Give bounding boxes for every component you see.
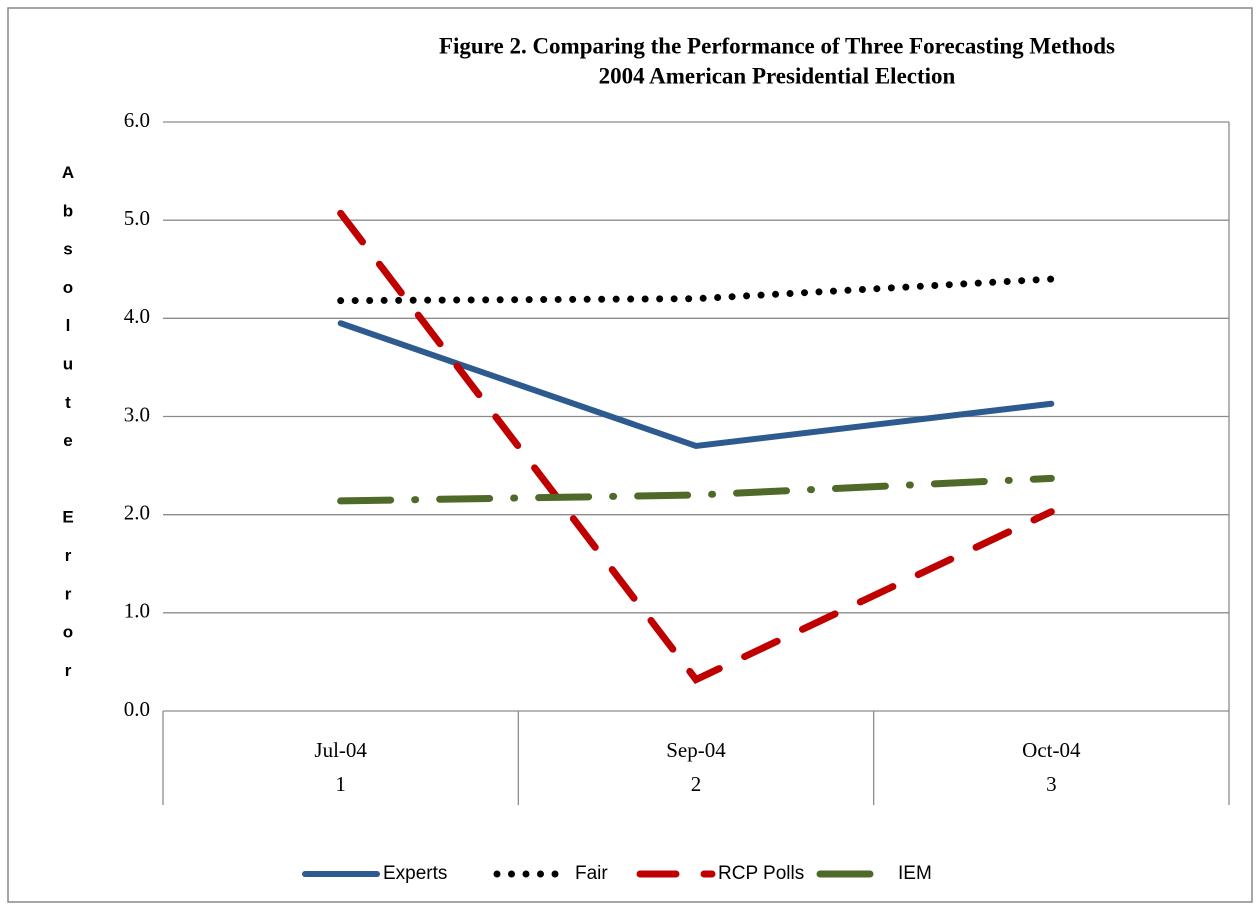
chart-subtitle: 2004 American Presidential Election	[599, 63, 956, 88]
chart-border	[7, 7, 1253, 903]
legend-label: Experts	[383, 863, 447, 884]
series-line	[337, 275, 1055, 305]
legend-label: IEM	[898, 863, 932, 884]
y-tick-label: 5.0	[124, 206, 150, 230]
series-line	[337, 474, 1055, 505]
legend-label: RCP Polls	[718, 863, 804, 884]
y-tick-label: 1.0	[124, 599, 150, 623]
x-tick-label: Jul-04	[314, 738, 367, 762]
y-tick-label: 4.0	[124, 304, 150, 328]
y-tick-label: 6.0	[124, 108, 150, 132]
chart-title: Figure 2. Comparing the Performance of T…	[439, 33, 1115, 58]
x-tick-number: 3	[1046, 772, 1057, 796]
legend-label: Fair	[575, 863, 608, 884]
y-tick-label: 2.0	[124, 500, 150, 524]
y-tick-label: 3.0	[124, 402, 150, 426]
x-tick-label: Oct-04	[1022, 738, 1081, 762]
x-tick-number: 2	[691, 772, 702, 796]
x-tick-number: 1	[335, 772, 346, 796]
x-tick-label: Sep-04	[666, 738, 726, 762]
y-tick-label: 0.0	[124, 697, 150, 721]
series-line	[337, 209, 1055, 684]
